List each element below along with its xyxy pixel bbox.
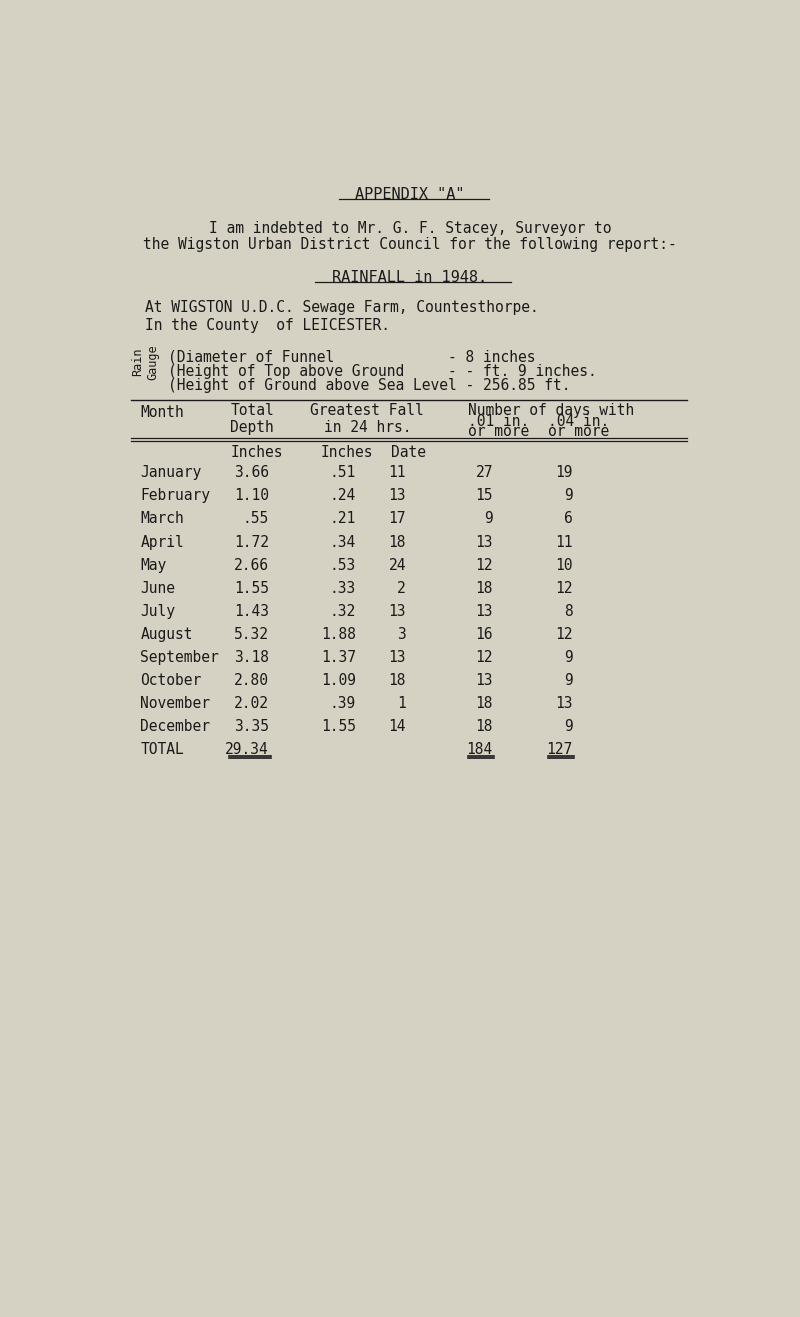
Text: 1.88: 1.88 xyxy=(321,627,356,641)
Text: (Height of Ground above Sea Level - 256.85 ft.: (Height of Ground above Sea Level - 256.… xyxy=(168,378,570,394)
Text: 14: 14 xyxy=(389,719,406,735)
Text: 13: 13 xyxy=(475,605,493,619)
Text: Inches: Inches xyxy=(230,445,282,460)
Text: or more: or more xyxy=(548,424,610,440)
Text: 8: 8 xyxy=(564,605,573,619)
Text: RAINFALL in 1948.: RAINFALL in 1948. xyxy=(333,270,487,284)
Text: 3.18: 3.18 xyxy=(234,651,269,665)
Text: 13: 13 xyxy=(389,605,406,619)
Text: 17: 17 xyxy=(389,511,406,527)
Text: APPENDIX "A": APPENDIX "A" xyxy=(355,187,465,203)
Text: 19: 19 xyxy=(555,465,573,481)
Text: 1.55: 1.55 xyxy=(321,719,356,735)
Text: 2.80: 2.80 xyxy=(234,673,269,689)
Text: March: March xyxy=(140,511,184,527)
Text: 184: 184 xyxy=(466,743,493,757)
Text: (Diameter of Funnel             - 8 inches: (Diameter of Funnel - 8 inches xyxy=(168,349,536,363)
Text: 127: 127 xyxy=(546,743,573,757)
Text: 10: 10 xyxy=(555,557,573,573)
Text: September: September xyxy=(140,651,219,665)
Text: 11: 11 xyxy=(389,465,406,481)
Text: .51: .51 xyxy=(330,465,356,481)
Text: April: April xyxy=(140,535,184,549)
Text: I am indebted to Mr. G. F. Stacey, Surveyor to: I am indebted to Mr. G. F. Stacey, Surve… xyxy=(209,221,611,236)
Text: 1.72: 1.72 xyxy=(234,535,269,549)
Text: .53: .53 xyxy=(330,557,356,573)
Text: 11: 11 xyxy=(555,535,573,549)
Text: Month: Month xyxy=(140,406,184,420)
Text: 1.09: 1.09 xyxy=(321,673,356,689)
Text: 13: 13 xyxy=(475,673,493,689)
Text: .39: .39 xyxy=(330,697,356,711)
Text: 18: 18 xyxy=(475,581,493,595)
Text: 2.66: 2.66 xyxy=(234,557,269,573)
Text: At WIGSTON U.D.C. Sewage Farm, Countesthorpe.: At WIGSTON U.D.C. Sewage Farm, Countesth… xyxy=(145,300,538,316)
Text: Inches: Inches xyxy=(321,445,374,460)
Text: 15: 15 xyxy=(475,489,493,503)
Text: TOTAL: TOTAL xyxy=(140,743,184,757)
Text: 16: 16 xyxy=(475,627,493,641)
Text: Rain
Gauge: Rain Gauge xyxy=(131,344,159,379)
Text: 9: 9 xyxy=(564,651,573,665)
Text: 1: 1 xyxy=(398,697,406,711)
Text: Date: Date xyxy=(390,445,426,460)
Text: the Wigston Urban District Council for the following report:-: the Wigston Urban District Council for t… xyxy=(143,237,677,252)
Text: 12: 12 xyxy=(475,557,493,573)
Text: 18: 18 xyxy=(389,673,406,689)
Text: 9: 9 xyxy=(484,511,493,527)
Text: 29.34: 29.34 xyxy=(226,743,269,757)
Text: .32: .32 xyxy=(330,605,356,619)
Text: (Height of Top above Ground     - - ft. 9 inches.: (Height of Top above Ground - - ft. 9 in… xyxy=(168,363,597,378)
Text: 18: 18 xyxy=(389,535,406,549)
Text: June: June xyxy=(140,581,175,595)
Text: 3.66: 3.66 xyxy=(234,465,269,481)
Text: 12: 12 xyxy=(555,581,573,595)
Text: Total
Depth: Total Depth xyxy=(230,403,274,436)
Text: 3.35: 3.35 xyxy=(234,719,269,735)
Text: .21: .21 xyxy=(330,511,356,527)
Text: In the County  of LEICESTER.: In the County of LEICESTER. xyxy=(145,319,390,333)
Text: 1.55: 1.55 xyxy=(234,581,269,595)
Text: .55: .55 xyxy=(242,511,269,527)
Text: Greatest Fall
in 24 hrs.: Greatest Fall in 24 hrs. xyxy=(310,403,424,436)
Text: 6: 6 xyxy=(564,511,573,527)
Text: January: January xyxy=(140,465,202,481)
Text: 1.43: 1.43 xyxy=(234,605,269,619)
Text: 13: 13 xyxy=(389,651,406,665)
Text: 13: 13 xyxy=(555,697,573,711)
Text: 18: 18 xyxy=(475,697,493,711)
Text: November: November xyxy=(140,697,210,711)
Text: 1.10: 1.10 xyxy=(234,489,269,503)
Text: .34: .34 xyxy=(330,535,356,549)
Text: 2.02: 2.02 xyxy=(234,697,269,711)
Text: 12: 12 xyxy=(475,651,493,665)
Text: 27: 27 xyxy=(475,465,493,481)
Text: 12: 12 xyxy=(555,627,573,641)
Text: May: May xyxy=(140,557,166,573)
Text: 5.32: 5.32 xyxy=(234,627,269,641)
Text: December: December xyxy=(140,719,210,735)
Text: .01 in.: .01 in. xyxy=(468,414,530,428)
Text: August: August xyxy=(140,627,193,641)
Text: 9: 9 xyxy=(564,489,573,503)
Text: .04 in.: .04 in. xyxy=(548,414,610,428)
Text: 13: 13 xyxy=(475,535,493,549)
Text: 2: 2 xyxy=(398,581,406,595)
Text: October: October xyxy=(140,673,202,689)
Text: 9: 9 xyxy=(564,673,573,689)
Text: 3: 3 xyxy=(398,627,406,641)
Text: or more: or more xyxy=(468,424,530,440)
Text: 9: 9 xyxy=(564,719,573,735)
Text: Number of days with: Number of days with xyxy=(468,403,634,417)
Text: July: July xyxy=(140,605,175,619)
Text: .24: .24 xyxy=(330,489,356,503)
Text: .33: .33 xyxy=(330,581,356,595)
Text: 24: 24 xyxy=(389,557,406,573)
Text: 13: 13 xyxy=(389,489,406,503)
Text: 1.37: 1.37 xyxy=(321,651,356,665)
Text: 18: 18 xyxy=(475,719,493,735)
Text: February: February xyxy=(140,489,210,503)
